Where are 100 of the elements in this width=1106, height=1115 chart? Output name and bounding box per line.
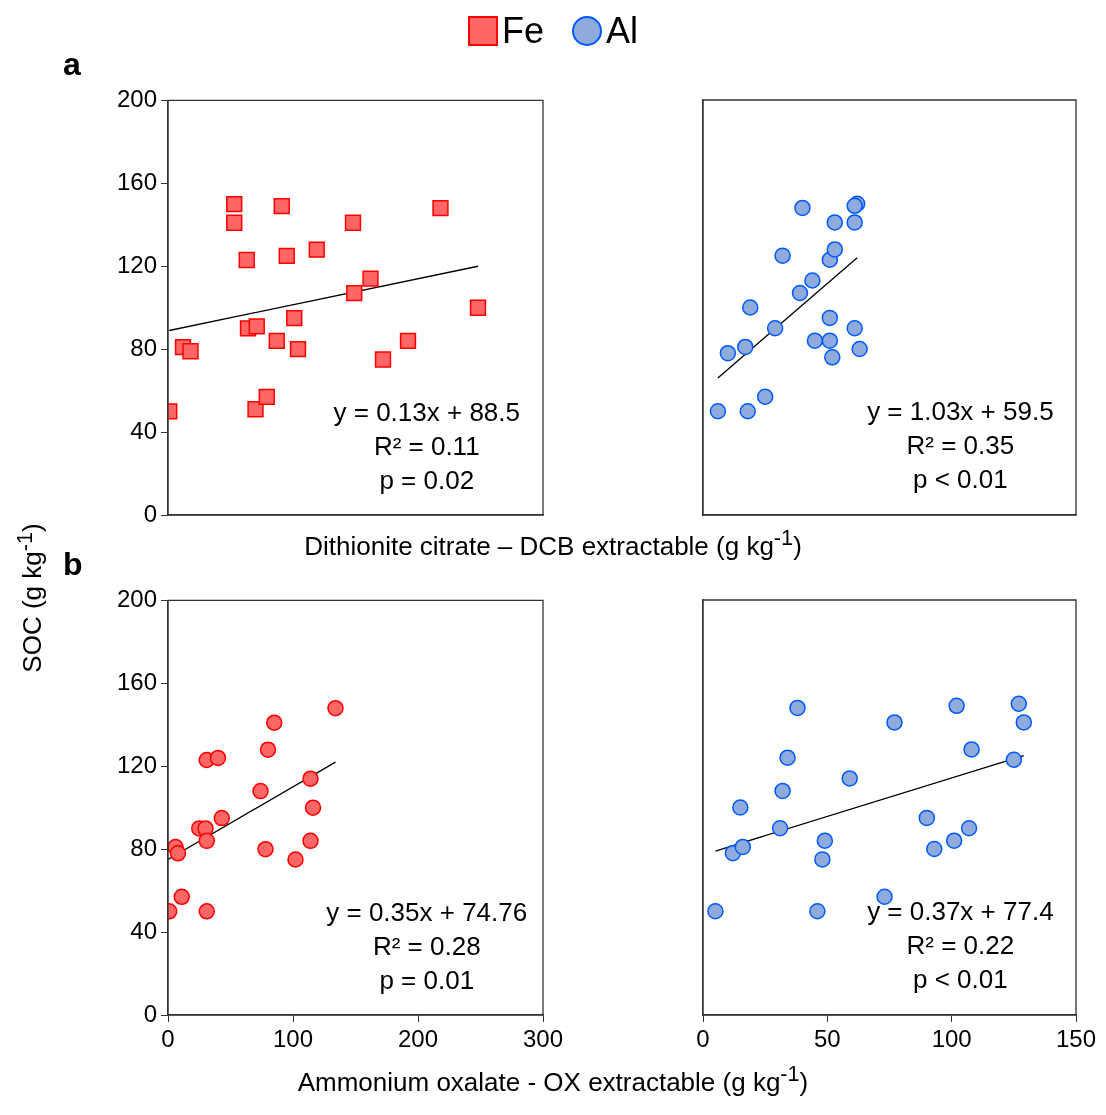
y-tick-label: 40 bbox=[130, 916, 157, 944]
annotation: p < 0.01 bbox=[913, 464, 1008, 495]
point bbox=[198, 832, 215, 850]
point bbox=[960, 820, 978, 837]
annotation: y = 0.13x + 88.5 bbox=[333, 396, 520, 427]
point bbox=[169, 845, 187, 862]
y-tick-label: 200 bbox=[116, 585, 157, 613]
legend-label: Fe bbox=[501, 10, 544, 52]
y-tick-label: 80 bbox=[130, 333, 157, 361]
y-tick-label: 200 bbox=[116, 85, 157, 113]
point bbox=[302, 832, 319, 850]
point bbox=[709, 403, 727, 420]
point bbox=[766, 320, 784, 337]
y-tick-label: 80 bbox=[130, 833, 157, 861]
point bbox=[238, 251, 255, 269]
annotation: R² = 0.11 bbox=[373, 430, 480, 461]
legend-label: Al bbox=[606, 10, 639, 52]
x-tick-label: 200 bbox=[397, 1025, 439, 1053]
point bbox=[226, 214, 243, 231]
point bbox=[346, 285, 363, 302]
point bbox=[257, 840, 274, 858]
point bbox=[1010, 695, 1028, 712]
point bbox=[789, 699, 806, 717]
x-tick-label: 150 bbox=[1055, 1025, 1097, 1053]
point bbox=[826, 241, 844, 258]
y-tick-label: 40 bbox=[130, 416, 157, 444]
y-tick-label: 0 bbox=[143, 999, 157, 1027]
point bbox=[213, 809, 230, 827]
point bbox=[841, 770, 858, 787]
point bbox=[963, 741, 980, 758]
y-tick-label: 160 bbox=[116, 667, 157, 695]
annotation: y = 0.35x + 74.76 bbox=[326, 896, 528, 927]
point bbox=[226, 195, 243, 213]
x-tick-label: 0 bbox=[696, 1025, 710, 1053]
point bbox=[876, 888, 893, 905]
annotation: R² = 0.28 bbox=[372, 930, 481, 961]
point bbox=[945, 832, 963, 849]
point bbox=[1015, 714, 1033, 731]
point bbox=[774, 782, 791, 800]
x-tick-label: 0 bbox=[161, 1025, 175, 1053]
point bbox=[806, 332, 824, 349]
point bbox=[739, 403, 757, 420]
point bbox=[273, 197, 290, 215]
point bbox=[826, 214, 844, 231]
annotation: R² = 0.35 bbox=[906, 430, 1015, 461]
point bbox=[948, 697, 965, 715]
point bbox=[734, 838, 752, 856]
x-tick-label: 50 bbox=[813, 1025, 841, 1053]
y-tick-label: 120 bbox=[116, 250, 157, 278]
point bbox=[252, 782, 269, 800]
point bbox=[821, 309, 839, 327]
point bbox=[266, 714, 283, 731]
x-tick-label: 100 bbox=[272, 1025, 314, 1053]
point bbox=[289, 340, 307, 358]
point bbox=[737, 338, 754, 356]
point bbox=[774, 247, 791, 264]
annotation: R² = 0.22 bbox=[906, 930, 1015, 961]
point bbox=[756, 388, 774, 405]
annotation: y = 1.03x + 59.5 bbox=[867, 396, 1054, 427]
point bbox=[779, 749, 796, 766]
chart-title: b bbox=[63, 546, 83, 583]
point bbox=[287, 851, 304, 868]
point bbox=[1005, 751, 1023, 769]
chart-title: a bbox=[63, 46, 81, 83]
point bbox=[268, 332, 285, 350]
point bbox=[918, 809, 936, 827]
point bbox=[846, 214, 863, 231]
x-axis-title: Ammonium oxalate - OX extractable (g kg$^{-1}$) bbox=[296, 1061, 810, 1098]
x-tick-label: 100 bbox=[931, 1025, 972, 1053]
annotation: p = 0.01 bbox=[379, 964, 475, 995]
point bbox=[794, 199, 811, 217]
point bbox=[344, 214, 362, 231]
point bbox=[173, 888, 190, 906]
annotation: p < 0.01 bbox=[913, 964, 1008, 995]
annotation: p = 0.02 bbox=[379, 464, 475, 495]
point bbox=[771, 820, 789, 837]
point bbox=[374, 351, 392, 368]
point bbox=[286, 309, 303, 327]
point bbox=[816, 832, 834, 849]
y-tick-label: 0 bbox=[143, 499, 157, 527]
point bbox=[248, 318, 265, 335]
y-tick-label: 160 bbox=[116, 167, 157, 195]
point bbox=[926, 840, 943, 858]
x-axis-title: Dithionite citrate – DCB extractable (g kg$^{-1}$) bbox=[304, 525, 802, 561]
point bbox=[327, 699, 344, 717]
point bbox=[278, 247, 295, 265]
point bbox=[302, 770, 319, 787]
annotation: y = 0.37x + 77.4 bbox=[867, 896, 1054, 927]
point bbox=[742, 299, 759, 316]
point bbox=[432, 200, 449, 217]
point bbox=[824, 349, 841, 366]
point bbox=[707, 903, 724, 920]
point bbox=[851, 340, 868, 358]
point bbox=[809, 903, 826, 920]
point bbox=[259, 741, 277, 758]
point bbox=[362, 270, 379, 287]
point bbox=[258, 388, 275, 406]
point bbox=[804, 272, 821, 289]
point bbox=[814, 851, 831, 868]
point bbox=[198, 903, 215, 920]
